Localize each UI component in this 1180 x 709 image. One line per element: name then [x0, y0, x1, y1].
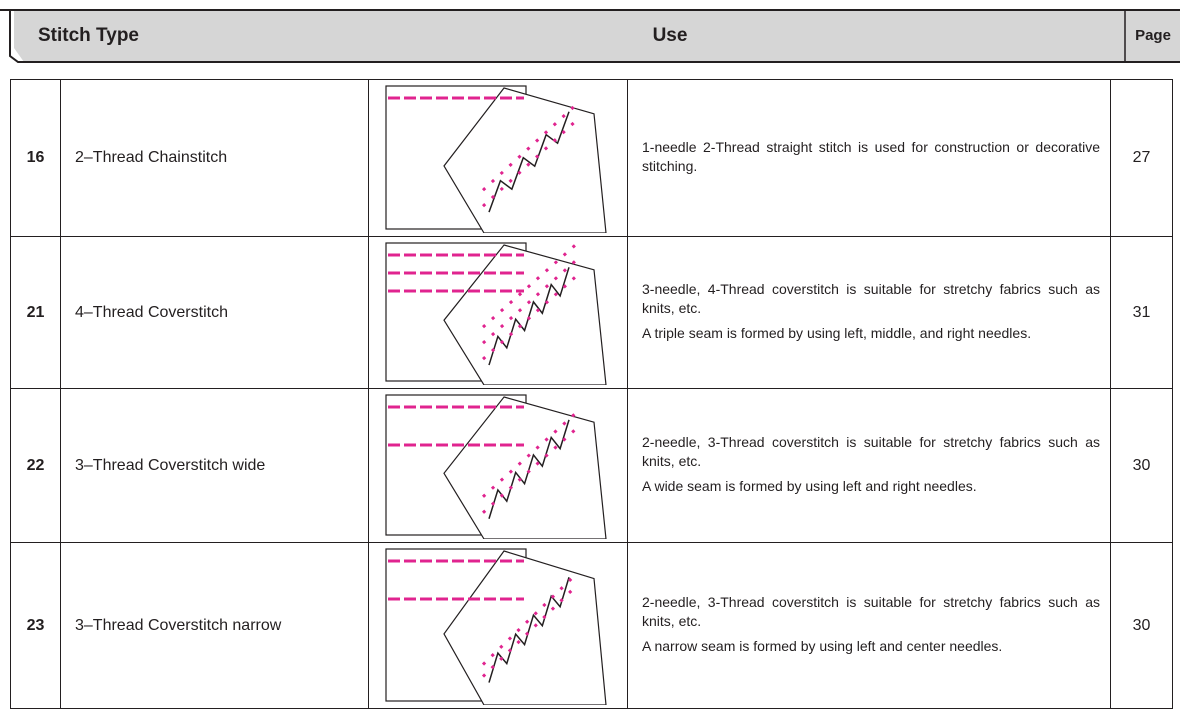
use-cell: 2-needle, 3-Thread coverstitch is suitab… — [627, 388, 1111, 543]
stitch-number: 16 — [10, 79, 61, 237]
use-text: 2-needle, 3-Thread coverstitch is suitab… — [642, 434, 1100, 469]
stitch-name: 2–Thread Chainstitch — [60, 79, 369, 237]
page-number: 27 — [1110, 79, 1173, 237]
stitch-name: 4–Thread Coverstitch — [60, 236, 369, 389]
stitch-illustration — [385, 84, 607, 233]
illustration-cell — [368, 79, 628, 237]
stitch-zigzag — [488, 110, 570, 212]
table-row: 21 4–Thread Coverstitch 3-needle, 4-Thread… — [10, 236, 1173, 389]
illustration-cell — [368, 236, 628, 389]
header-bar — [0, 9, 1180, 63]
use-text: A triple seam is formed by using left, m… — [642, 325, 1032, 341]
stitch-seam — [481, 412, 577, 498]
stitch-number: 22 — [10, 388, 61, 543]
table-row: 22 3–Thread Coverstitch wide 2-needle, 3-T… — [10, 388, 1173, 543]
page-number: 30 — [1110, 542, 1173, 709]
stitch-name: 3–Thread Coverstitch narrow — [60, 542, 369, 709]
use-text: 1-needle 2-Thread straight stitch is use… — [642, 139, 1100, 174]
stitch-seam — [481, 428, 577, 514]
stitch-table: 16 2–Thread Chainstitch 1-needle 2-Thread … — [10, 79, 1173, 709]
use-text: 2-needle, 3-Thread coverstitch is suitab… — [642, 594, 1100, 629]
stitch-seam — [482, 259, 576, 344]
header-page: Page — [1135, 27, 1171, 44]
fabric-top — [443, 86, 607, 233]
stitch-illustration — [385, 393, 607, 539]
stitch-number: 23 — [10, 542, 61, 709]
stitch-seam — [482, 275, 576, 360]
stitch-illustration — [385, 241, 607, 385]
use-cell: 1-needle 2-Thread straight stitch is use… — [627, 79, 1111, 237]
use-text: A narrow seam is formed by using left an… — [642, 638, 1003, 654]
page-number: 31 — [1110, 236, 1173, 389]
illustration-cell — [368, 388, 628, 543]
table-row: 23 3–Thread Coverstitch narrow 2-needle, 3… — [10, 542, 1173, 709]
stitch-illustration — [385, 547, 607, 705]
stitch-seam — [481, 104, 577, 191]
use-cell: 2-needle, 3-Thread coverstitch is suitab… — [627, 542, 1111, 709]
table-row: 16 2–Thread Chainstitch 1-needle 2-Thread … — [10, 79, 1173, 237]
header-use: Use — [652, 25, 688, 46]
use-text: 3-needle, 4-Thread coverstitch is suitab… — [642, 281, 1100, 316]
use-cell: 3-needle, 4-Thread coverstitch is suitab… — [627, 236, 1111, 389]
stitch-number: 21 — [10, 236, 61, 389]
header-stitch-type: Stitch Type — [38, 25, 139, 46]
page-number: 30 — [1110, 388, 1173, 543]
stitch-name: 3–Thread Coverstitch wide — [60, 388, 369, 543]
stitch-seam — [482, 243, 576, 328]
use-text: A wide seam is formed by using left and … — [642, 478, 977, 494]
illustration-cell — [368, 542, 628, 709]
stitch-seam — [481, 120, 577, 207]
